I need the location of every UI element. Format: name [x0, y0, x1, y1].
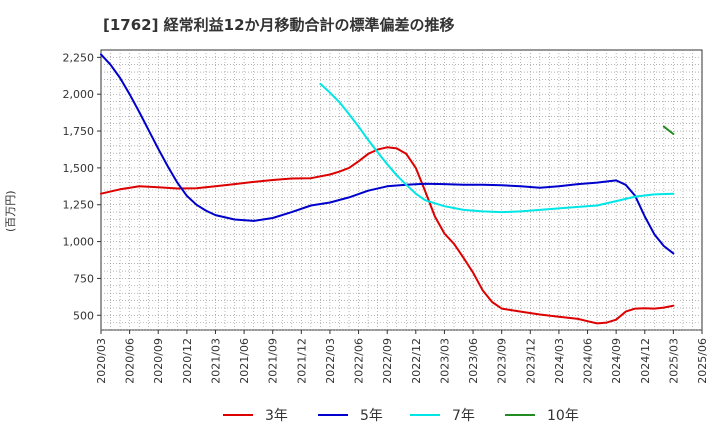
x-tick-label: 2023/09: [496, 338, 509, 384]
x-tick-label: 2022/12: [410, 338, 423, 384]
legend-label: 7年: [452, 408, 475, 424]
x-tick-label: 2022/09: [381, 338, 394, 384]
x-tick-label: 2024/12: [639, 338, 652, 384]
x-tick-label: 2022/06: [353, 338, 366, 384]
series-line-1: [100, 146, 675, 325]
y-tick-label: 500: [73, 309, 94, 322]
x-tick-label: 2023/03: [438, 338, 451, 384]
series-line-4: [662, 125, 675, 135]
x-tick-label: 2023/12: [524, 338, 537, 384]
y-tick-label: 1,500: [63, 162, 95, 175]
y-tick-label: 750: [73, 272, 94, 285]
y-tick-label: 1,000: [63, 236, 95, 249]
x-tick-label: 2021/12: [295, 338, 308, 384]
x-tick-label: 2022/03: [324, 338, 337, 384]
x-tick-label: 2020/12: [181, 338, 194, 384]
series-line-2: [100, 53, 675, 255]
legend-label: 3年: [265, 408, 288, 424]
x-tick-label: 2020/09: [152, 338, 165, 384]
legend-label: 5年: [360, 408, 383, 424]
x-tick-label: 2020/03: [95, 338, 108, 384]
series-line-3: [319, 82, 675, 214]
x-tick-label: 2021/03: [209, 338, 222, 384]
y-tick-label: 1,250: [63, 199, 95, 212]
x-tick-label: 2025/06: [696, 338, 709, 384]
chart-title: [1762] 経常利益12か月移動合計の標準偏差の推移: [103, 16, 455, 34]
x-tick-label: 2023/06: [467, 338, 480, 384]
x-tick-label: 2024/03: [553, 338, 566, 384]
x-tick-label: 2021/09: [267, 338, 280, 384]
x-tick-label: 2024/06: [582, 338, 595, 384]
y-tick-label: 2,250: [63, 51, 95, 64]
x-tick-label: 2020/06: [124, 338, 137, 384]
y-tick-label: 2,000: [63, 88, 95, 101]
y-tick-label: 1,750: [63, 125, 95, 138]
x-tick-label: 2021/06: [238, 338, 251, 384]
x-tick-label: 2024/09: [610, 338, 623, 384]
legend-label: 10年: [547, 408, 579, 424]
x-tick-label: 2025/03: [667, 338, 680, 384]
